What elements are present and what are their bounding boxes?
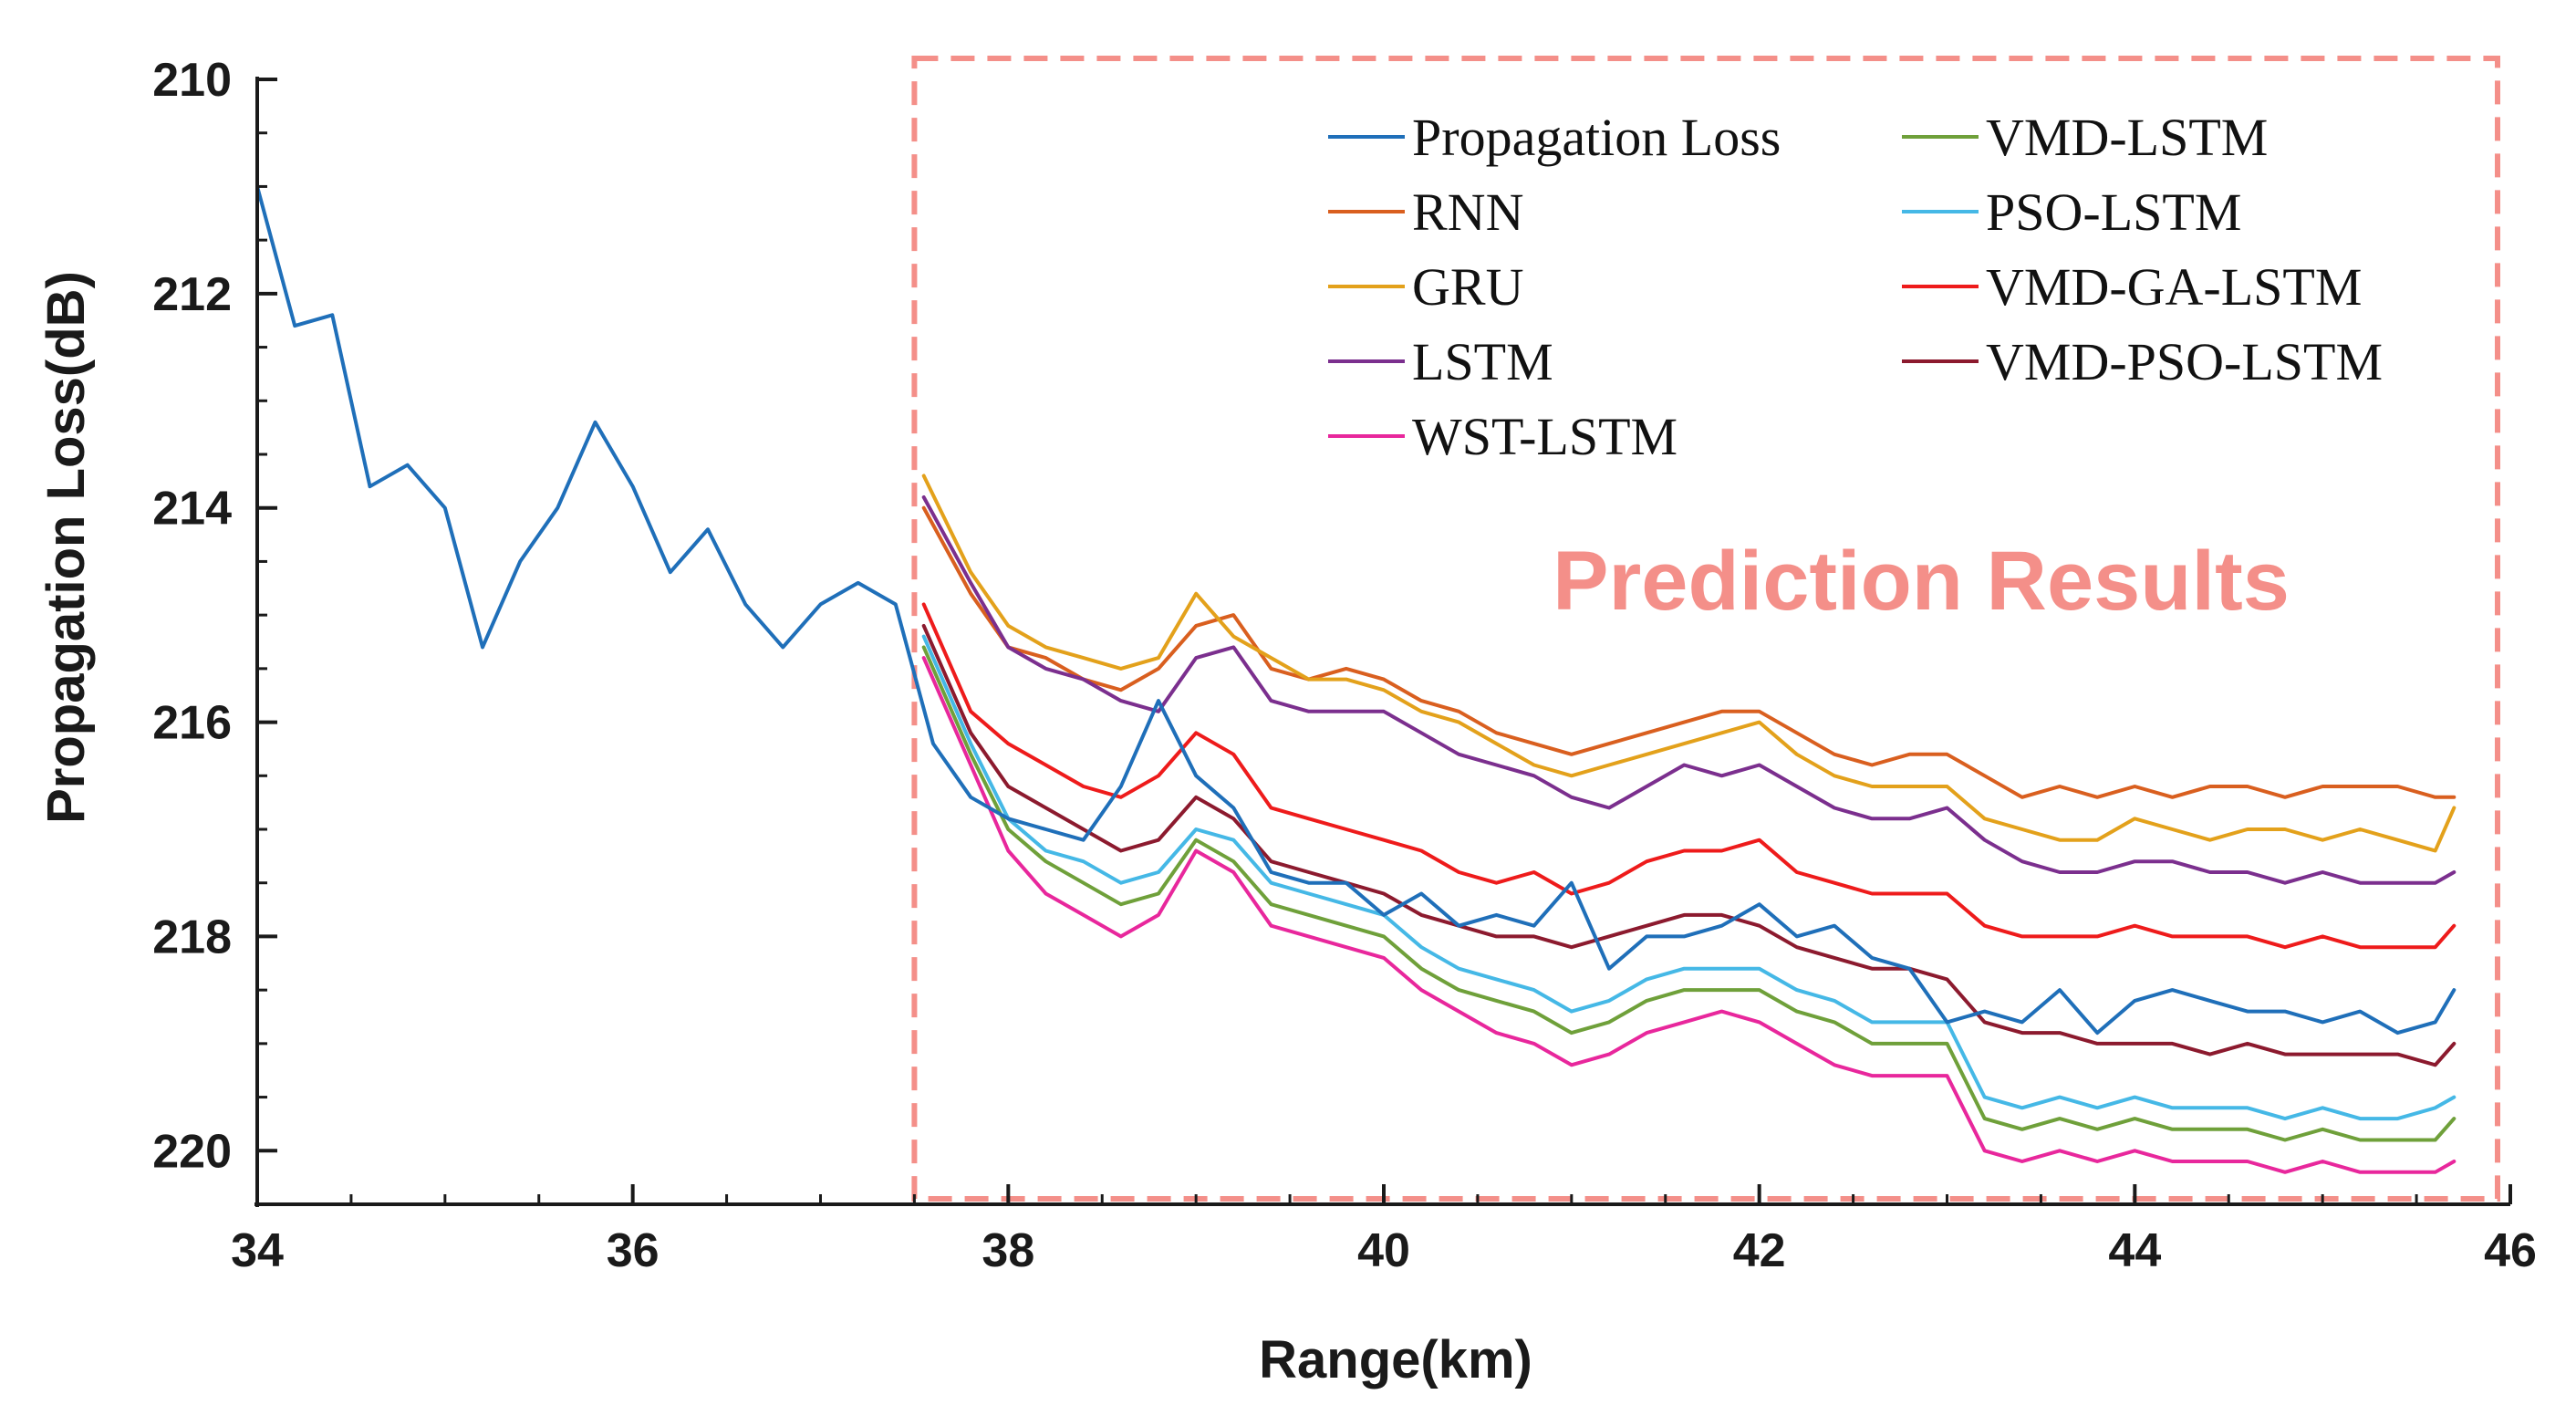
- series-line-vmd-pso-lstm: [921, 623, 2457, 1067]
- legend-label-lstm: LSTM: [1412, 332, 1553, 391]
- x-tick-label: 34: [231, 1224, 284, 1277]
- prediction-region-box: [911, 56, 2501, 1202]
- legend-label-gru: GRU: [1412, 257, 1523, 317]
- legend-label-vmd-pso-lstm: VMD-PSO-LSTM: [1986, 332, 2383, 391]
- legend-label-pso-lstm: PSO-LSTM: [1986, 182, 2241, 242]
- prediction-results-annotation: Prediction Results: [1553, 535, 2290, 628]
- x-tick-label: 42: [1733, 1224, 1786, 1277]
- series-line-gru: [921, 474, 2457, 853]
- y-tick-label: 220: [152, 1125, 232, 1178]
- series-line-lstm: [921, 495, 2457, 885]
- series-line-vmd-lstm: [921, 645, 2457, 1142]
- y-tick-label: 218: [152, 911, 232, 963]
- x-tick-label: 44: [2108, 1224, 2161, 1277]
- series-layer: [255, 184, 2457, 1174]
- series-line-vmd-ga-lstm: [921, 602, 2457, 950]
- legend-label-rnn: RNN: [1412, 182, 1523, 242]
- series-line-rnn: [921, 505, 2457, 799]
- y-tick-label: 216: [152, 697, 232, 750]
- y-tick-label: 212: [152, 268, 232, 321]
- y-axis-title: Propagation Loss(dB): [36, 271, 96, 824]
- y-tick-label: 210: [152, 54, 232, 107]
- x-tick-label: 46: [2484, 1224, 2537, 1277]
- legend-label-wst-lstm: WST-LSTM: [1412, 407, 1678, 466]
- y-tick-label: 214: [152, 483, 232, 536]
- legend-label-propagation-loss: Propagation Loss: [1412, 108, 1781, 167]
- ticks-layer: 34 36 38 40 42 44 46 210 212 214 216 218 220: [152, 54, 2537, 1277]
- legend-label-vmd-ga-lstm: VMD-GA-LSTM: [1986, 257, 2362, 317]
- series-line-pso-lstm: [921, 634, 2457, 1121]
- series-line-propagation-loss: [255, 184, 2457, 1036]
- x-tick-label: 38: [982, 1224, 1034, 1277]
- x-tick-label: 36: [607, 1224, 660, 1277]
- series-line-wst-lstm: [921, 656, 2457, 1174]
- highlight-region-layer: [911, 56, 2501, 1202]
- legend-label-vmd-lstm: VMD-LSTM: [1986, 108, 2268, 167]
- x-axis-title: Range(km): [1259, 1330, 1532, 1389]
- x-tick-label: 40: [1357, 1224, 1410, 1277]
- legend: Propagation Loss RNN GRU LSTM WST-LSTM VMD-LS…: [1328, 108, 2383, 466]
